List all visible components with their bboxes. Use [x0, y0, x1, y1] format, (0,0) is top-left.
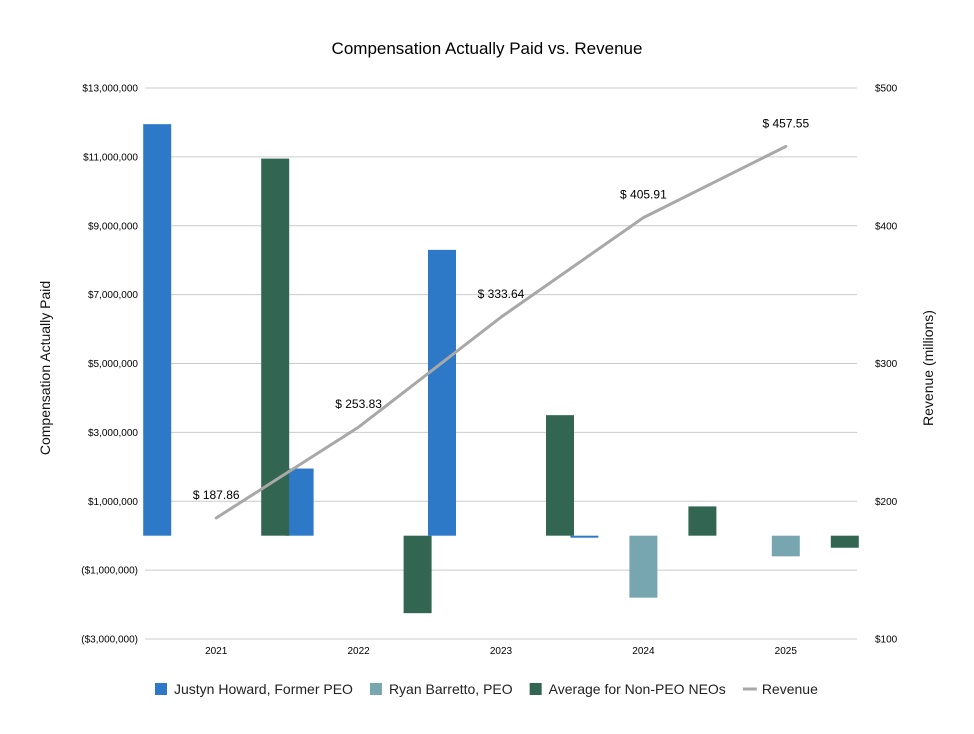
- bar: [688, 506, 717, 536]
- y2-tick-label: $500: [875, 84, 898, 95]
- bar: [771, 535, 800, 557]
- x-tick-label: 2024: [632, 646, 655, 657]
- y2-tick-label: $100: [875, 635, 898, 646]
- legend-label: Average for Non-PEO NEOs: [549, 681, 726, 697]
- chart-title: Compensation Actually Paid vs. Revenue: [332, 39, 643, 58]
- legend-swatch: [529, 683, 542, 695]
- revenue-line-group: $ 187.86 $ 253.83 $ 333.64 $ 405.91 $ 457.55: [193, 116, 809, 520]
- y-tick-label: $13,000,000: [82, 84, 138, 95]
- x-tick-label: 2022: [347, 646, 370, 657]
- y-tick-label: $11,000,000: [83, 152, 138, 163]
- x-tick-label: 2025: [775, 646, 798, 657]
- y2-tick-label: $200: [875, 497, 898, 508]
- legend: Justyn Howard, Former PEO Ryan Barretto, …: [155, 681, 818, 697]
- y-axis-label: Compensation Actually Paid: [37, 281, 53, 455]
- y-tick-label: $1,000,000: [88, 497, 138, 508]
- y-tick-label: $3,000,000: [88, 428, 138, 439]
- x-tick-label: 2023: [490, 646, 513, 657]
- revenue-data-label: $ 405.91: [620, 188, 667, 202]
- revenue-data-label: $ 333.64: [478, 287, 525, 301]
- gridlines: [145, 87, 857, 640]
- bar: [428, 249, 456, 536]
- y2-tick-label: $400: [875, 221, 898, 232]
- legend-label: Ryan Barretto, PEO: [389, 681, 513, 697]
- revenue-data-label: $ 253.83: [335, 397, 382, 411]
- bar: [830, 535, 859, 548]
- legend-label: Justyn Howard, Former PEO: [174, 681, 353, 697]
- bar: [403, 535, 432, 614]
- y-tick-label: $7,000,000: [88, 290, 138, 301]
- legend-label: Revenue: [762, 681, 818, 697]
- bar: [546, 415, 574, 536]
- right-axis-ticks: $100 $200 $300 $400 $500: [875, 84, 898, 646]
- bar: [285, 468, 314, 536]
- y2-tick-label: $300: [875, 359, 898, 370]
- y-tick-label: $9,000,000: [88, 221, 138, 232]
- y-tick-label: ($1,000,000): [81, 566, 138, 577]
- bar: [570, 535, 599, 538]
- legend-swatch: [155, 683, 167, 695]
- y-tick-label: $5,000,000: [88, 359, 138, 370]
- y2-axis-label: Revenue (millions): [920, 310, 936, 426]
- revenue-line: [214, 144, 788, 520]
- revenue-data-label: $ 457.55: [762, 116, 809, 130]
- bar: [143, 124, 172, 536]
- legend-swatch: [369, 683, 382, 695]
- left-axis-ticks: ($3,000,000) ($1,000,000) $1,000,000 $3,000…: [81, 84, 138, 646]
- bar: [629, 535, 658, 598]
- x-axis-ticks: 2021 2022 2023 2024 2025: [205, 646, 797, 657]
- revenue-data-label: $ 187.86: [193, 488, 240, 502]
- bar-marks: [143, 124, 859, 614]
- y-tick-label: ($3,000,000): [81, 635, 138, 646]
- x-tick-label: 2021: [205, 646, 228, 657]
